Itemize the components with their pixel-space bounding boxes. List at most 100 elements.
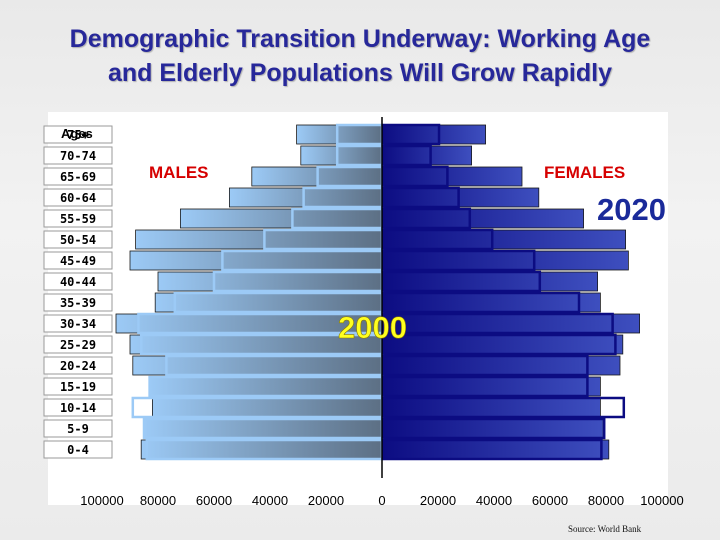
age-box: [43, 419, 113, 438]
age-label: 55-59: [60, 212, 96, 226]
year-2000-label: 2000: [338, 310, 407, 345]
x-tick-label: 80000: [588, 493, 624, 508]
x-tick-label: 100000: [640, 493, 683, 508]
bar-male-2020: [228, 187, 383, 208]
age-box: [43, 251, 113, 270]
bar-female-2020: [381, 334, 624, 355]
age-box: [43, 314, 113, 333]
age-box: [43, 335, 113, 354]
x-tick-label: 40000: [252, 493, 288, 508]
bar-female-2000: [381, 333, 617, 356]
bar-female-2020: [381, 166, 523, 187]
males-label: MALES: [149, 163, 209, 182]
bar-female-2020: [381, 250, 629, 271]
bar-female-2000: [381, 123, 441, 146]
bar-female-2020: [381, 313, 641, 334]
bar-female-2020: [381, 145, 472, 166]
bar-male-2020: [143, 418, 383, 439]
bar-male-2020: [132, 355, 383, 376]
age-box: [43, 356, 113, 375]
bar-female-2000: [381, 165, 449, 188]
bar-female-2000: [381, 375, 589, 398]
age-box: [43, 125, 113, 144]
bar-female-2000: [381, 396, 626, 419]
age-label: 50-54: [60, 233, 96, 247]
age-box: [43, 272, 113, 291]
bar-female-2020: [381, 376, 601, 397]
age-label: 35-39: [60, 296, 96, 310]
age-label: 65-69: [60, 170, 96, 184]
x-tick-label: 80000: [140, 493, 176, 508]
age-box: [43, 209, 113, 228]
age-box: [43, 440, 113, 459]
age-box: [43, 146, 113, 165]
bar-male-2020: [300, 145, 383, 166]
bar-male-2020: [151, 397, 383, 418]
age-box: [43, 167, 113, 186]
age-label: 25-29: [60, 338, 96, 352]
bar-male-2020: [129, 250, 383, 271]
age-label: 45-49: [60, 254, 96, 268]
bar-female-2020: [381, 439, 610, 460]
bar-male-2020: [140, 439, 383, 460]
bar-female-2000: [381, 144, 432, 167]
age-box: [43, 293, 113, 312]
bar-female-2020: [381, 271, 599, 292]
source-note: Source: World Bank: [568, 524, 642, 534]
x-tick-label: 40000: [476, 493, 512, 508]
title-line-1: Demographic Transition Underway: Working…: [69, 25, 651, 53]
bar-female-2000: [381, 312, 614, 335]
bar-female-2020: [381, 292, 601, 313]
bar-male-2020: [179, 208, 383, 229]
bar-female-2000: [381, 207, 472, 230]
age-label: 10-14: [60, 401, 96, 415]
bar-female-2000: [381, 354, 589, 377]
age-box: [43, 188, 113, 207]
x-tick-label: 60000: [196, 493, 232, 508]
slide-title: Demographic Transition Underway: Working…: [0, 22, 720, 90]
bar-female-2000: [381, 228, 494, 251]
bar-female-2020: [381, 397, 601, 418]
bar-male-2020: [296, 124, 383, 145]
age-box: [43, 398, 113, 417]
bar-male-2020: [135, 229, 383, 250]
bar-female-2020: [381, 208, 585, 229]
bars-2020: [115, 124, 641, 460]
x-tick-label: 60000: [532, 493, 568, 508]
x-tick-label: 100000: [80, 493, 123, 508]
x-tick-label: 0: [378, 493, 385, 508]
title-line-2: and Elderly Populations Will Grow Rapidl…: [107, 59, 612, 87]
bar-female-2000: [381, 186, 460, 209]
bar-female-2020: [381, 187, 540, 208]
bar-female-2000: [381, 270, 542, 293]
x-axis-tick-labels: 100000 80000 60000 40000 20000 0 20000 40000 600…: [80, 493, 683, 508]
year-2020-label: 2020: [597, 192, 666, 227]
age-box: [43, 230, 113, 249]
bar-female-2000: [381, 438, 603, 461]
bar-female-2020: [381, 229, 627, 250]
x-tick-label: 20000: [420, 493, 456, 508]
age-label: 60-64: [60, 191, 96, 205]
ages-heading: Ages: [61, 126, 93, 141]
age-label: 40-44: [60, 275, 96, 289]
bar-female-2020: [381, 124, 486, 145]
age-label: 70-74: [60, 149, 96, 163]
age-label: 20-24: [60, 359, 96, 373]
age-label: 30-34: [60, 317, 96, 331]
age-box: [43, 377, 113, 396]
bar-male-2020: [149, 376, 383, 397]
x-tick-label: 20000: [308, 493, 344, 508]
age-label: 0-4: [67, 443, 89, 457]
bar-male-2020: [157, 271, 383, 292]
bar-female-2020: [381, 418, 604, 439]
bar-female-2020: [381, 355, 621, 376]
age-label: 5-9: [67, 422, 89, 436]
females-label: FEMALES: [544, 163, 625, 182]
bar-female-2000: [381, 291, 581, 314]
age-label: 15-19: [60, 380, 96, 394]
bar-female-2000: [381, 249, 536, 272]
bar-female-2000: [381, 417, 606, 440]
age-label: 75+: [67, 128, 89, 142]
age-labels: 75+ 70-74 65-69 60-64 55-59 50-54 45-49 40-44 35…: [43, 125, 113, 459]
